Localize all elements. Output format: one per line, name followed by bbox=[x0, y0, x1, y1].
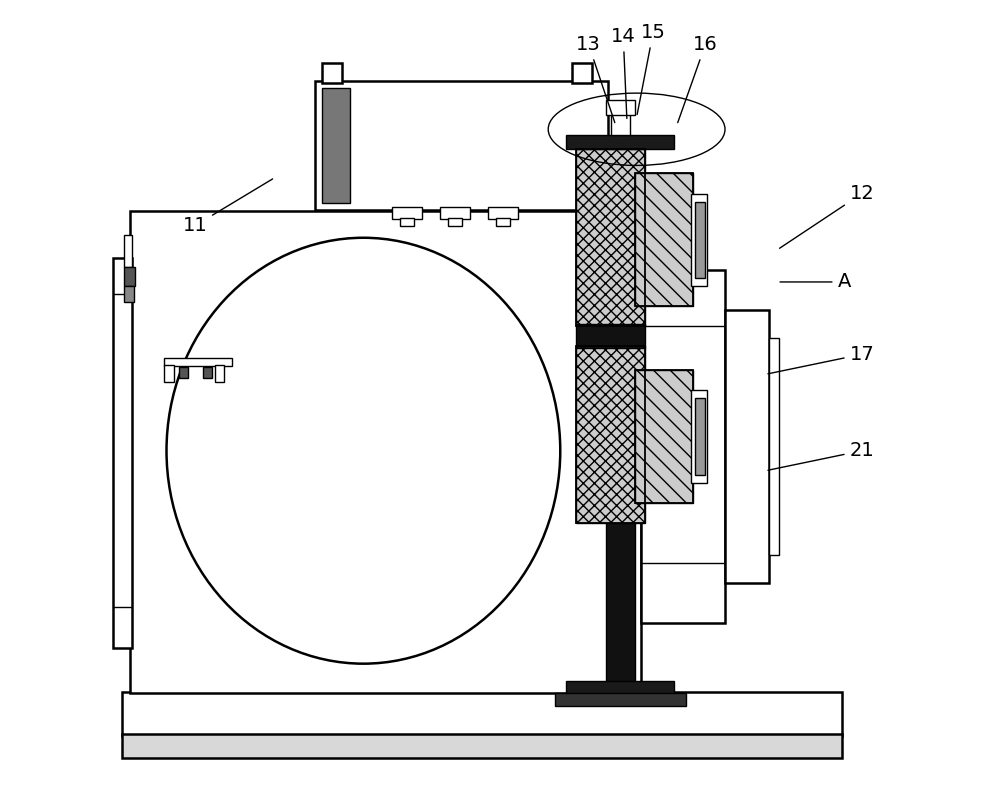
Bar bbox=[635, 173, 693, 306]
Text: 17: 17 bbox=[768, 345, 874, 374]
Bar bbox=[576, 346, 645, 523]
Bar bbox=[392, 207, 422, 219]
Bar bbox=[725, 310, 769, 584]
Text: 15: 15 bbox=[637, 23, 666, 114]
Bar bbox=[576, 150, 645, 326]
Bar bbox=[322, 89, 350, 203]
Text: A: A bbox=[780, 272, 851, 291]
Bar bbox=[124, 235, 132, 267]
Text: 21: 21 bbox=[768, 441, 874, 470]
Bar bbox=[124, 286, 134, 302]
Bar bbox=[164, 365, 174, 382]
Bar bbox=[691, 193, 707, 286]
Bar bbox=[124, 266, 135, 286]
Bar bbox=[566, 135, 674, 150]
Bar bbox=[572, 64, 592, 84]
Bar bbox=[641, 270, 725, 624]
Bar bbox=[122, 733, 842, 758]
Bar bbox=[555, 693, 686, 706]
Bar bbox=[695, 201, 705, 278]
Bar bbox=[606, 101, 635, 115]
Bar bbox=[315, 81, 608, 209]
Bar bbox=[322, 64, 342, 84]
Bar bbox=[179, 367, 188, 378]
Bar bbox=[164, 358, 232, 366]
Bar bbox=[769, 338, 779, 555]
Bar bbox=[695, 398, 705, 475]
Bar bbox=[635, 370, 693, 503]
Text: 11: 11 bbox=[183, 179, 273, 235]
Bar bbox=[113, 258, 132, 647]
Bar bbox=[576, 346, 645, 523]
Bar bbox=[635, 370, 693, 503]
Ellipse shape bbox=[167, 237, 560, 663]
Bar bbox=[400, 217, 414, 225]
Bar bbox=[496, 217, 510, 225]
Text: 12: 12 bbox=[780, 184, 874, 248]
Bar bbox=[611, 113, 630, 135]
Bar bbox=[691, 390, 707, 483]
Bar bbox=[122, 691, 842, 736]
Bar bbox=[635, 173, 693, 306]
Bar bbox=[203, 367, 212, 378]
Bar bbox=[606, 146, 635, 691]
Bar bbox=[576, 150, 645, 326]
Bar bbox=[215, 365, 224, 382]
Bar bbox=[130, 211, 641, 693]
Bar bbox=[448, 217, 462, 225]
Bar bbox=[566, 681, 674, 696]
Bar bbox=[576, 324, 645, 348]
Bar bbox=[440, 207, 470, 219]
Text: 13: 13 bbox=[576, 35, 615, 122]
Text: 14: 14 bbox=[611, 27, 636, 118]
Bar bbox=[488, 207, 518, 219]
Text: 16: 16 bbox=[678, 35, 718, 122]
